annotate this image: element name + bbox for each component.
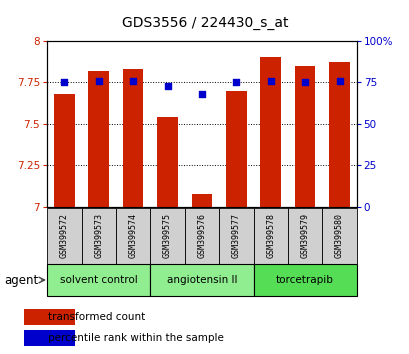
- Bar: [150, 208, 184, 264]
- Bar: [328, 62, 349, 207]
- Bar: [225, 91, 246, 207]
- Bar: [191, 194, 212, 207]
- Text: angiotensin II: angiotensin II: [166, 275, 236, 285]
- Bar: [116, 208, 150, 264]
- Point: [198, 91, 204, 97]
- Bar: [260, 57, 280, 207]
- Text: GSM399575: GSM399575: [163, 213, 172, 258]
- Bar: [287, 208, 321, 264]
- Text: percentile rank within the sample: percentile rank within the sample: [48, 333, 223, 343]
- Bar: [184, 208, 218, 264]
- Text: GSM399574: GSM399574: [128, 213, 137, 258]
- Text: transformed count: transformed count: [48, 312, 145, 322]
- Text: GSM399580: GSM399580: [334, 213, 343, 258]
- Point: [130, 78, 136, 84]
- Text: agent: agent: [4, 274, 38, 286]
- Text: torcetrapib: torcetrapib: [276, 275, 333, 285]
- Text: solvent control: solvent control: [60, 275, 137, 285]
- Bar: [321, 208, 356, 264]
- Bar: [88, 71, 109, 207]
- Bar: [218, 208, 253, 264]
- Point: [301, 80, 308, 85]
- Text: GSM399578: GSM399578: [265, 213, 274, 258]
- Bar: [253, 264, 356, 296]
- Bar: [54, 94, 74, 207]
- Bar: [150, 264, 253, 296]
- Text: GSM399577: GSM399577: [231, 213, 240, 258]
- Text: GSM399573: GSM399573: [94, 213, 103, 258]
- Bar: [24, 309, 75, 325]
- Bar: [24, 330, 75, 346]
- Bar: [47, 208, 81, 264]
- Text: GSM399572: GSM399572: [60, 213, 69, 258]
- Bar: [81, 208, 116, 264]
- Bar: [157, 117, 178, 207]
- Text: GDS3556 / 224430_s_at: GDS3556 / 224430_s_at: [121, 16, 288, 30]
- Bar: [294, 66, 315, 207]
- Point: [232, 80, 239, 85]
- Point: [95, 78, 102, 84]
- Bar: [123, 69, 143, 207]
- Point: [164, 83, 171, 88]
- Point: [267, 78, 273, 84]
- Point: [335, 78, 342, 84]
- Bar: [47, 264, 150, 296]
- Bar: [253, 208, 287, 264]
- Point: [61, 80, 67, 85]
- Text: GSM399576: GSM399576: [197, 213, 206, 258]
- Text: GSM399579: GSM399579: [300, 213, 309, 258]
